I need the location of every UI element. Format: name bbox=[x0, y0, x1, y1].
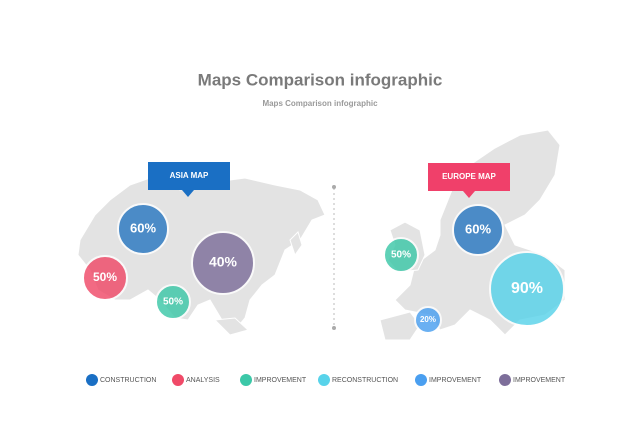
legend-label: IMPROVEMENT bbox=[513, 377, 566, 384]
legend-label: ANALYSIS bbox=[186, 377, 220, 384]
bubble bbox=[489, 251, 565, 327]
bubble bbox=[414, 306, 442, 334]
map-label: EUROPE MAP bbox=[442, 172, 496, 181]
subtitle: Maps Comparison infographic bbox=[262, 99, 378, 108]
bubble-label: 20% bbox=[420, 315, 436, 324]
asia-label: ASIA MAP bbox=[148, 162, 230, 197]
bubble bbox=[117, 203, 169, 255]
label-pointer bbox=[463, 191, 475, 198]
label-pointer bbox=[182, 190, 194, 197]
legend-label: IMPROVEMENT bbox=[254, 377, 307, 384]
legend-label: RECONSTRUCTION bbox=[332, 377, 398, 384]
legend-label: CONSTRUCTION bbox=[100, 377, 156, 384]
legend-dot bbox=[86, 374, 98, 386]
legend-dot bbox=[499, 374, 511, 386]
title: Maps Comparison infographic bbox=[198, 70, 443, 89]
bubble-label: 50% bbox=[163, 297, 183, 308]
bubble-label: 60% bbox=[130, 220, 156, 235]
map-label: ASIA MAP bbox=[170, 171, 209, 180]
label-box bbox=[148, 162, 230, 190]
bubble-label: 90% bbox=[511, 280, 543, 297]
bubble bbox=[155, 284, 191, 320]
divider bbox=[332, 185, 336, 330]
europe-label: EUROPE MAP bbox=[428, 163, 510, 198]
asia-bubbles: 60% 50% 40% 50% bbox=[82, 203, 255, 320]
label-box bbox=[428, 163, 510, 191]
europe-bubbles: 60% 50% 90% 20% bbox=[383, 204, 565, 334]
bubble-label: 60% bbox=[465, 221, 491, 236]
legend-dot bbox=[172, 374, 184, 386]
bubble-label: 40% bbox=[209, 254, 238, 270]
bubble bbox=[82, 255, 128, 301]
legend-dot bbox=[415, 374, 427, 386]
legend: CONSTRUCTION ANALYSIS IMPROVEMENT RECONS… bbox=[86, 374, 566, 386]
bubble-label: 50% bbox=[93, 270, 117, 284]
bubble bbox=[191, 231, 255, 295]
legend-dot bbox=[318, 374, 330, 386]
bubble bbox=[383, 237, 419, 273]
legend-label: IMPROVEMENT bbox=[429, 377, 482, 384]
legend-dot bbox=[240, 374, 252, 386]
bubble bbox=[452, 204, 504, 256]
bubble-label: 50% bbox=[391, 250, 411, 261]
